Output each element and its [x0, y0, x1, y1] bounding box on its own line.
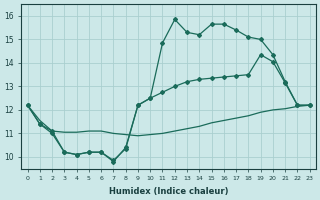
X-axis label: Humidex (Indice chaleur): Humidex (Indice chaleur) [109, 187, 228, 196]
